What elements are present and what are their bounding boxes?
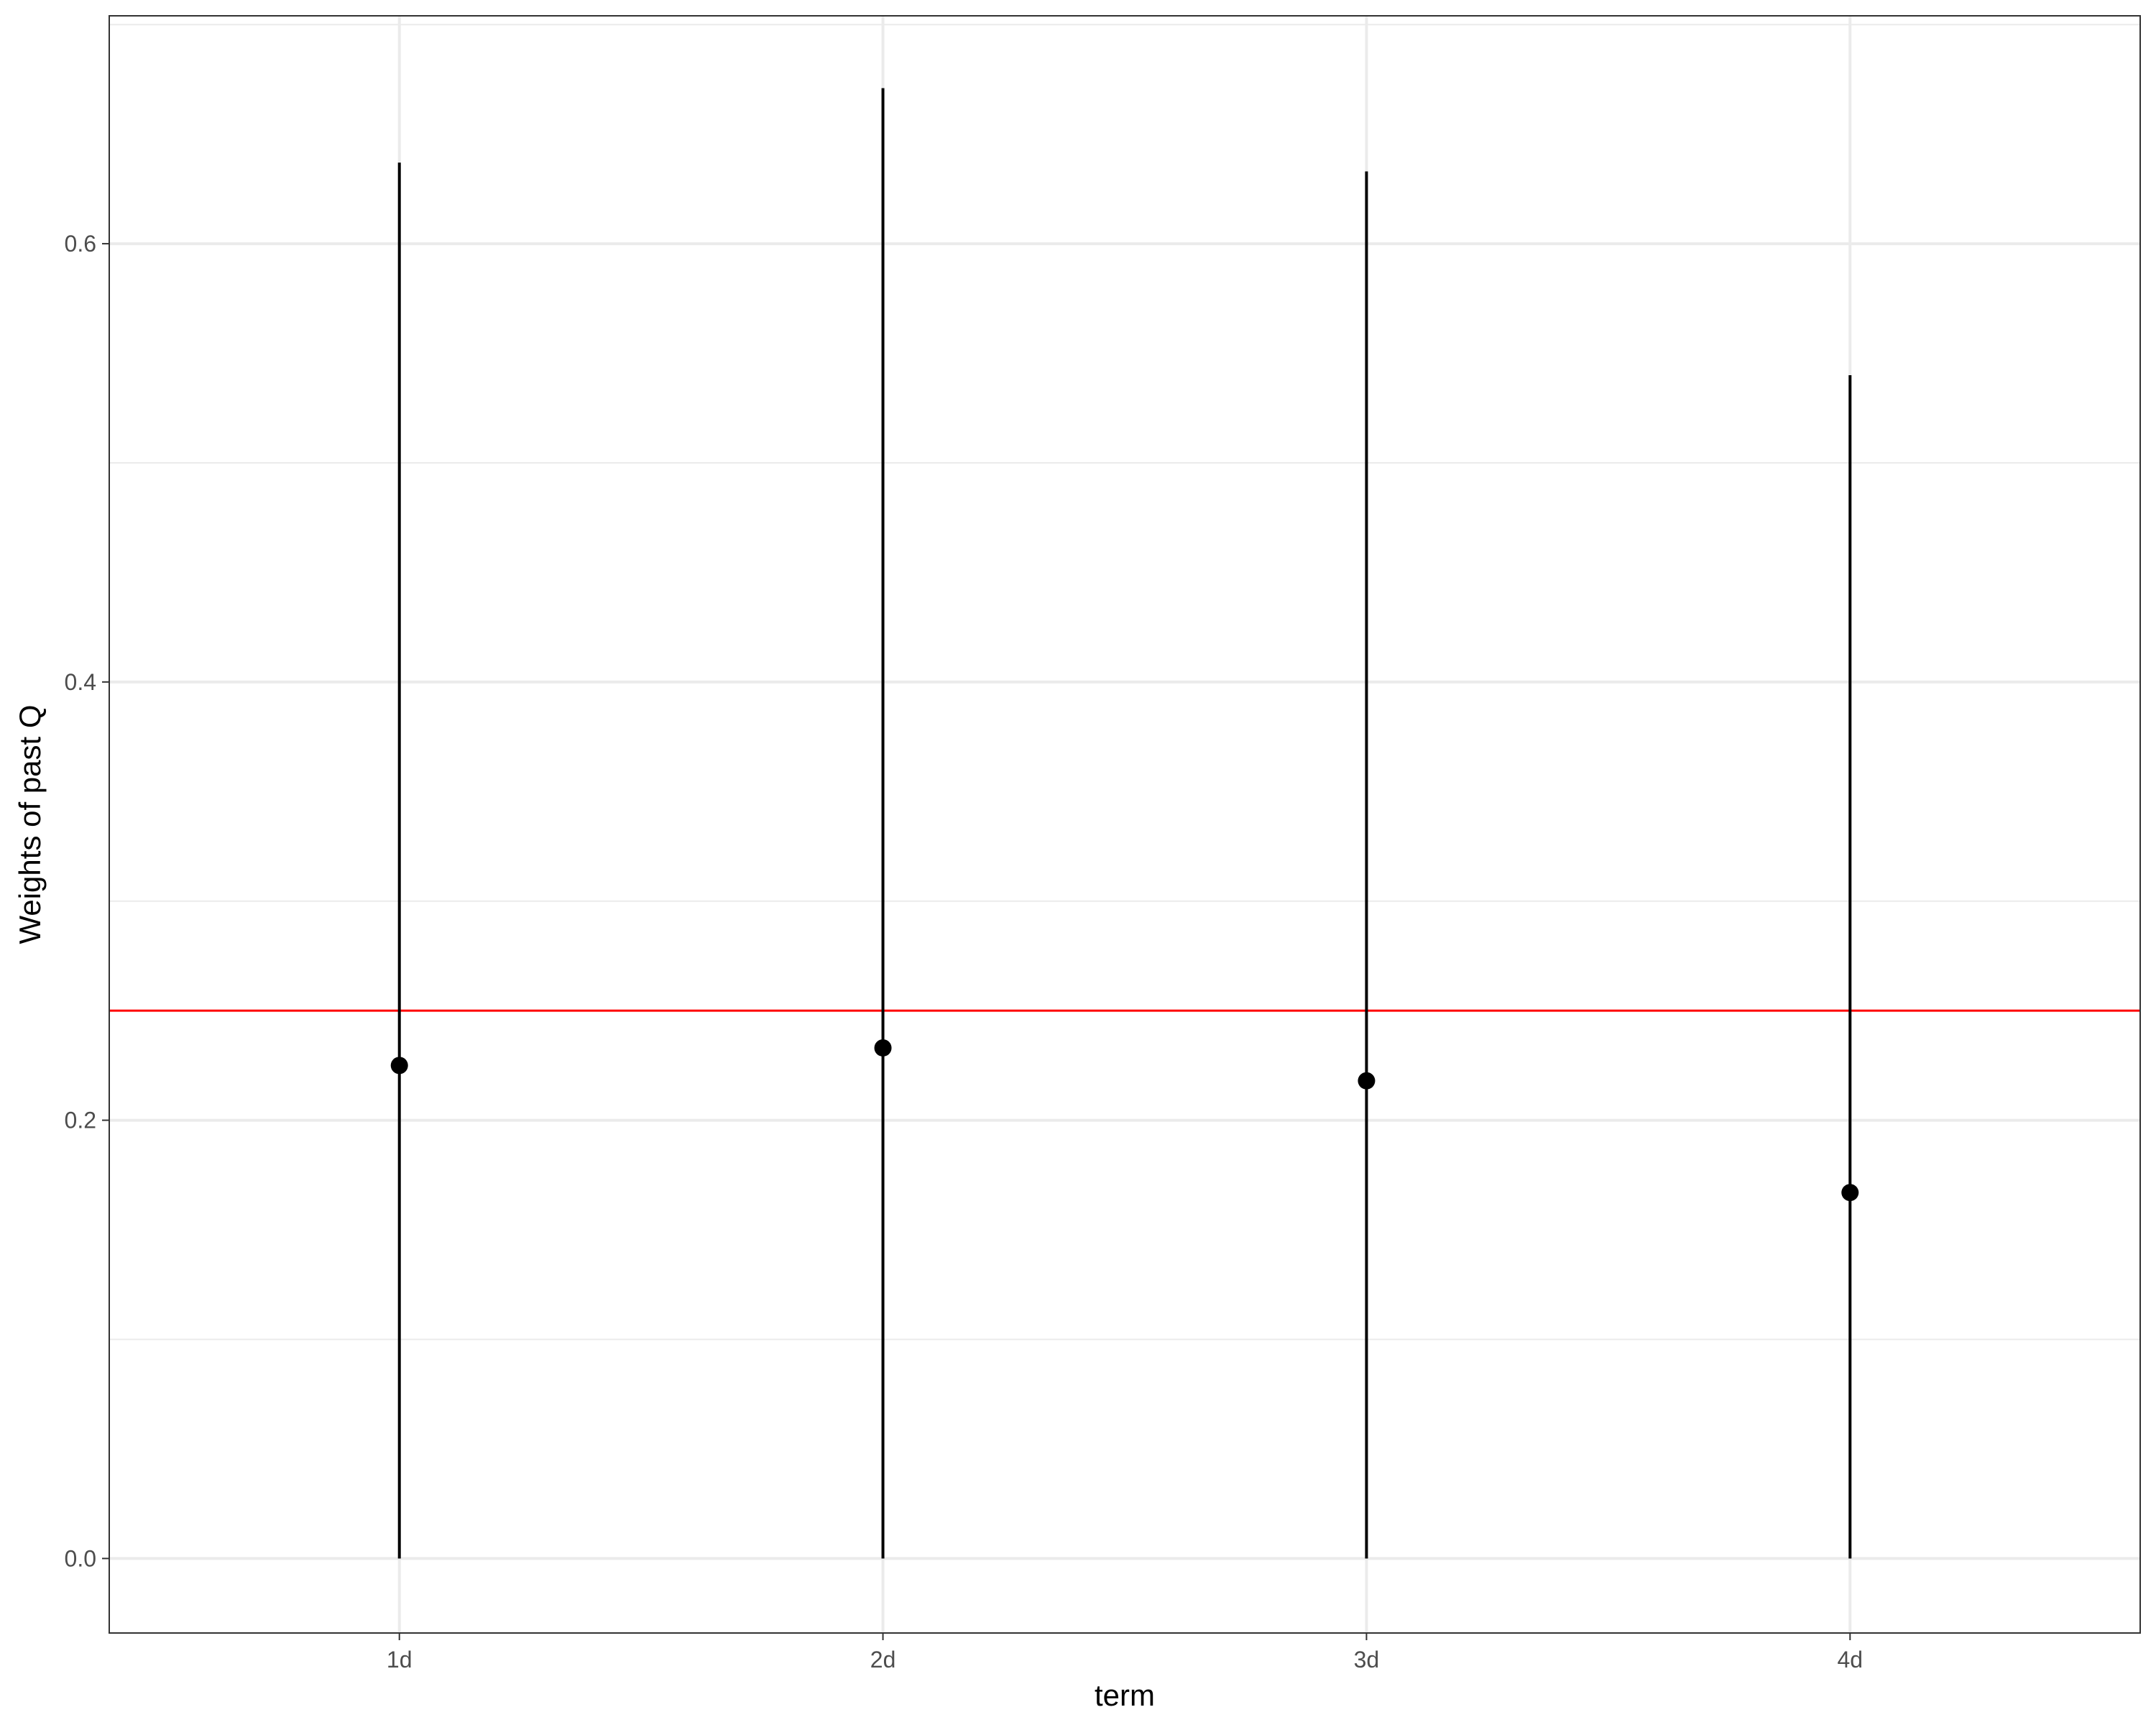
x-tick-label: 3d [1354, 1647, 1380, 1673]
y-tick-label: 0.0 [65, 1545, 96, 1571]
y-tick-label: 0.4 [65, 669, 96, 695]
data-point [1358, 1072, 1376, 1090]
x-tick-label: 4d [1837, 1647, 1863, 1673]
x-axis-title: term [1095, 1678, 1155, 1712]
data-point [390, 1057, 408, 1075]
panel-border [109, 15, 2141, 1634]
y-tick-label: 0.2 [65, 1108, 96, 1133]
x-tick-label: 2d [870, 1647, 896, 1673]
data-point [1841, 1184, 1859, 1202]
data-points [390, 1039, 1859, 1202]
x-axis-ticks: 1d 2d 3d 4d [387, 1633, 1863, 1673]
error-bars [397, 88, 1852, 1559]
y-tick-label: 0.6 [65, 231, 96, 257]
y-axis-title: Weights of past Q [13, 704, 47, 944]
data-point [874, 1039, 892, 1057]
x-tick-label: 1d [387, 1647, 413, 1673]
y-axis-ticks: 0.0 0.2 0.4 0.6 [65, 231, 109, 1571]
grid-minor [109, 24, 2140, 1340]
